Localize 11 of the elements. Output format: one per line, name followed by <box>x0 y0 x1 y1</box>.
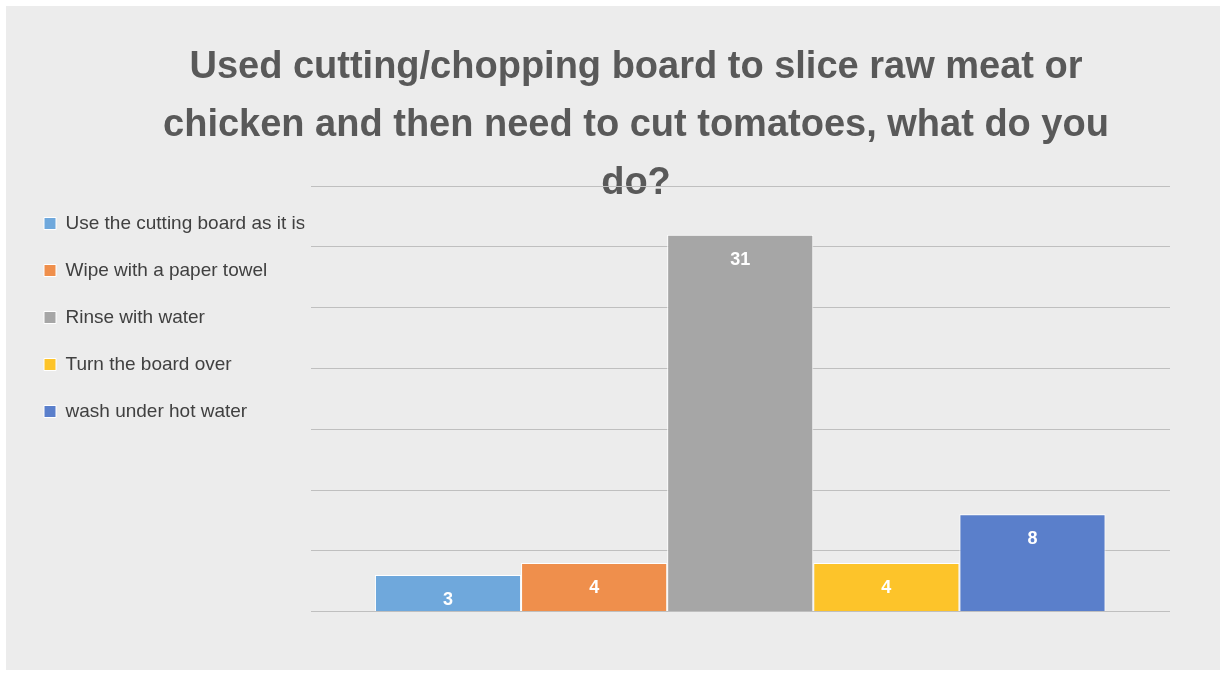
legend-label: Wipe with a paper towel <box>65 258 268 280</box>
data-label: 3 <box>443 589 454 610</box>
legend-label: wash under hot water <box>64 399 248 421</box>
legend-label: Rinse with water <box>65 305 206 327</box>
legend-label: Turn the board over <box>65 352 233 374</box>
data-label: 8 <box>1027 528 1038 549</box>
data-label: 4 <box>881 576 892 597</box>
data-label: 4 <box>589 576 600 597</box>
chart-title: Used cutting/chopping board to slice raw meat or chicken and then need to cut tomatoes, what do you do? <box>162 43 1110 204</box>
legend-label: Use the cutting board as it is <box>65 211 306 233</box>
data-label: 31 <box>730 248 751 269</box>
